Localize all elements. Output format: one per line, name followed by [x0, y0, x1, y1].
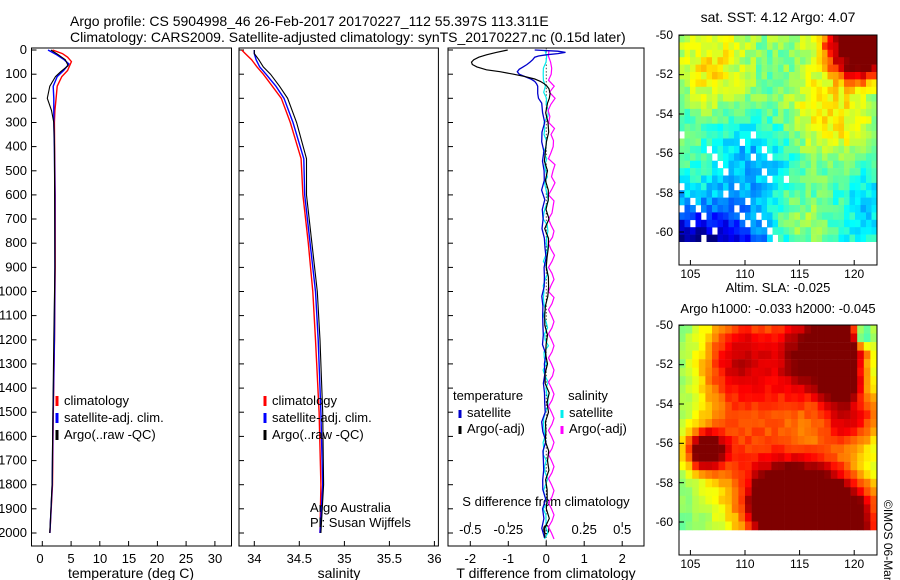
svg-text:-54: -54 [656, 397, 674, 411]
svg-text:110: 110 [735, 557, 754, 571]
svg-text:-50: -50 [656, 318, 674, 332]
svg-text:115: 115 [790, 557, 809, 571]
svg-text:-58: -58 [656, 476, 674, 490]
svg-text:120: 120 [844, 557, 864, 571]
svg-text:-52: -52 [656, 357, 674, 371]
svg-text:-56: -56 [656, 436, 674, 450]
svg-text:Argo h1000: -0.033 h2000: -0.0: Argo h1000: -0.033 h2000: -0.045 [680, 301, 875, 316]
svg-text:105: 105 [680, 557, 700, 571]
svg-text:©IMOS 06-Mar-2017 20:38:56: ©IMOS 06-Mar-2017 20:38:56 [881, 500, 895, 580]
svg-text:-60: -60 [656, 515, 674, 529]
